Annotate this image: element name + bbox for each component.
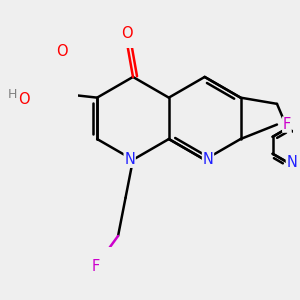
Text: O: O bbox=[121, 26, 133, 41]
Text: H: H bbox=[8, 88, 17, 101]
Text: O: O bbox=[56, 44, 68, 59]
Text: N: N bbox=[124, 152, 135, 167]
Text: O: O bbox=[19, 92, 30, 107]
Text: F: F bbox=[283, 117, 291, 132]
Text: N: N bbox=[202, 152, 213, 167]
Text: N: N bbox=[286, 155, 297, 170]
Text: F: F bbox=[92, 259, 100, 274]
